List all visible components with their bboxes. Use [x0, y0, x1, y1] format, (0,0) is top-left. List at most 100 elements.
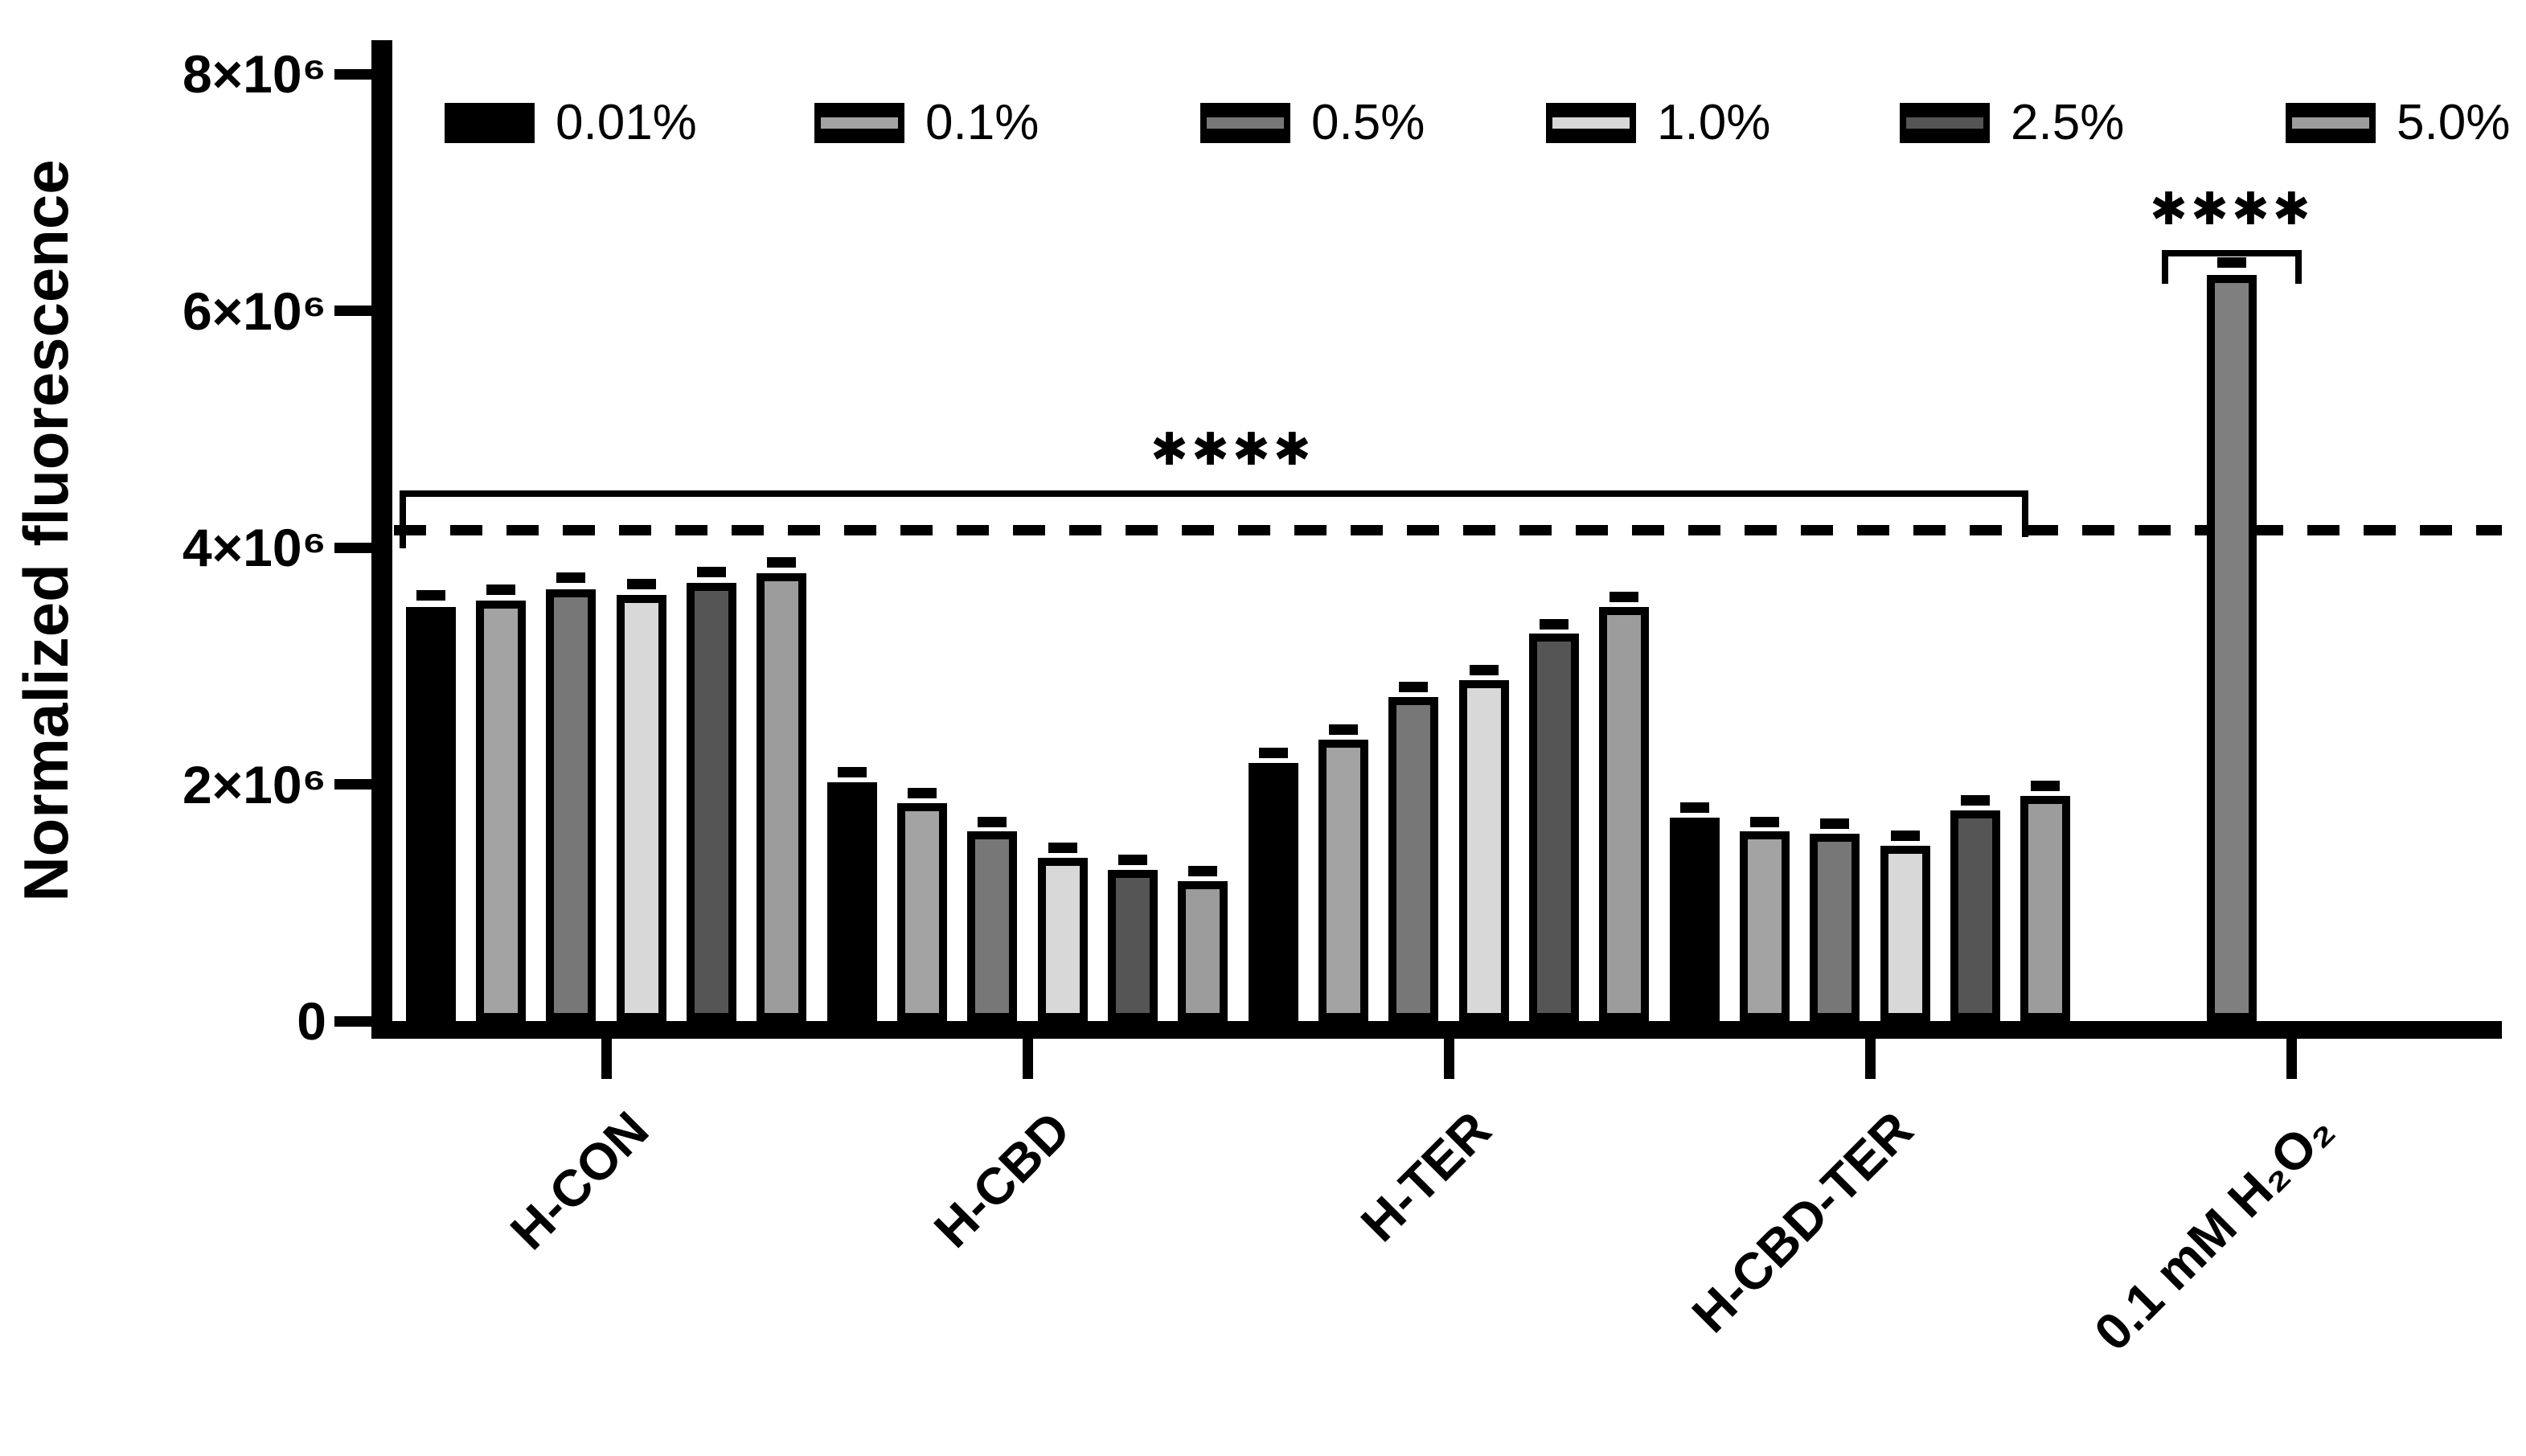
legend-swatch: [814, 103, 904, 143]
error-bar-cap: [1820, 818, 1850, 830]
bar: [1880, 846, 1930, 1021]
significance-bracket-top: [400, 490, 2028, 497]
bar: [1037, 857, 1088, 1021]
bar: [616, 594, 666, 1021]
error-bar-cap: [1048, 842, 1077, 853]
bar: [826, 781, 877, 1021]
bar: [1458, 679, 1509, 1021]
legend-label: 2.5%: [2011, 95, 2125, 150]
y-tick-mark: [334, 68, 371, 80]
error-bar-cap: [908, 788, 937, 799]
bar: [1599, 606, 1650, 1021]
bar: [967, 831, 1018, 1021]
error-bar-cap: [626, 578, 656, 589]
error-bar-cap: [556, 572, 586, 584]
error-bar-cap: [837, 766, 867, 777]
bar: [686, 583, 736, 1021]
y-tick-mark: [334, 306, 371, 316]
error-bar-cap: [486, 584, 516, 595]
legend-swatch: [1900, 103, 1990, 143]
error-bar-cap: [1679, 802, 1709, 813]
x-category-label: H-CBD-TER: [1680, 1100, 1924, 1343]
error-bar-cap: [1610, 591, 1639, 602]
error-bar-cap: [2031, 781, 2061, 792]
legend-item: 1.0%: [1546, 98, 1770, 148]
x-tick-mark: [2286, 1039, 2297, 1079]
x-tick-mark: [601, 1039, 612, 1079]
significance-bracket-left: [400, 490, 406, 548]
bar: [405, 606, 456, 1021]
legend-label: 5.0%: [2397, 95, 2511, 150]
error-bar-cap: [1469, 665, 1499, 676]
x-category-label: H-CBD: [922, 1100, 1081, 1259]
error-bar-cap: [1188, 866, 1218, 877]
legend-item: 0.01%: [445, 98, 697, 148]
legend-label: 1.0%: [1657, 95, 1771, 150]
bar: [476, 601, 527, 1021]
y-tick-mark: [334, 1015, 371, 1027]
legend-item: 2.5%: [1900, 98, 2124, 148]
bar: [1669, 817, 1720, 1021]
x-tick-mark: [1864, 1039, 1876, 1079]
significance-bracket-right: [2295, 250, 2302, 284]
x-tick-mark: [1022, 1039, 1033, 1079]
significance-bracket-top: [2162, 250, 2302, 256]
y-tick-label: 0: [297, 991, 326, 1051]
y-tick-label: 2×10⁶: [182, 754, 326, 814]
legend-item: 0.5%: [1200, 98, 1425, 148]
legend-label: 0.1%: [925, 95, 1040, 150]
error-bar-cap: [1750, 816, 1780, 827]
error-bar-cap: [767, 557, 797, 568]
bar: [1528, 634, 1579, 1021]
legend-item: 5.0%: [2286, 98, 2510, 148]
legend-swatch: [1200, 103, 1290, 143]
bar: [897, 803, 948, 1021]
error-bar-cap: [1399, 681, 1429, 692]
significance-stars: ✱✱✱✱: [1150, 424, 1314, 474]
error-bar-cap: [1329, 724, 1359, 735]
bar: [1318, 739, 1369, 1021]
legend-swatch: [2286, 103, 2376, 143]
bar: [2207, 275, 2257, 1021]
significance-stars: ✱✱✱✱: [2150, 183, 2314, 234]
legend-label: 0.5%: [1311, 95, 1425, 150]
error-bar-cap: [2217, 257, 2246, 269]
error-bar-cap: [978, 816, 1007, 827]
y-axis-line: [371, 40, 392, 1039]
y-tick-mark: [334, 779, 371, 790]
error-bar-cap: [696, 566, 726, 577]
x-tick-mark: [1443, 1039, 1454, 1079]
error-bar-cap: [1960, 795, 1990, 806]
bar: [1248, 762, 1298, 1021]
x-category-label: 0.1 mM H₂O₂: [2083, 1100, 2345, 1362]
bar: [757, 573, 807, 1021]
error-bar-cap: [1890, 831, 1920, 842]
bar: [2020, 796, 2071, 1021]
error-bar-cap: [1258, 748, 1288, 759]
x-axis-line: [371, 1021, 2502, 1039]
y-tick-label: 8×10⁶: [182, 44, 326, 104]
error-bar-cap: [1117, 854, 1147, 865]
reference-dashed-line: [394, 524, 2502, 535]
error-bar-cap: [416, 590, 445, 601]
y-axis-title: Normalized fluorescence: [10, 159, 81, 902]
x-category-label: H-CON: [499, 1100, 660, 1261]
legend-swatch: [1546, 103, 1636, 143]
legend-swatch: [445, 103, 535, 143]
bar: [1388, 696, 1439, 1021]
y-tick-mark: [334, 542, 371, 553]
bar: [1107, 869, 1158, 1021]
y-tick-label: 6×10⁶: [182, 281, 326, 341]
y-tick-label: 4×10⁶: [182, 518, 326, 577]
x-category-label: H-TER: [1350, 1100, 1503, 1253]
significance-bracket-left: [2162, 250, 2168, 284]
significance-bracket-right: [2022, 490, 2028, 537]
legend-item: 0.1%: [814, 98, 1039, 148]
error-bar-cap: [1539, 618, 1568, 630]
bar: [1740, 831, 1790, 1021]
bar: [1810, 834, 1860, 1021]
legend-label: 0.01%: [556, 95, 697, 150]
bar: [1178, 881, 1228, 1021]
bar: [1950, 810, 2000, 1021]
